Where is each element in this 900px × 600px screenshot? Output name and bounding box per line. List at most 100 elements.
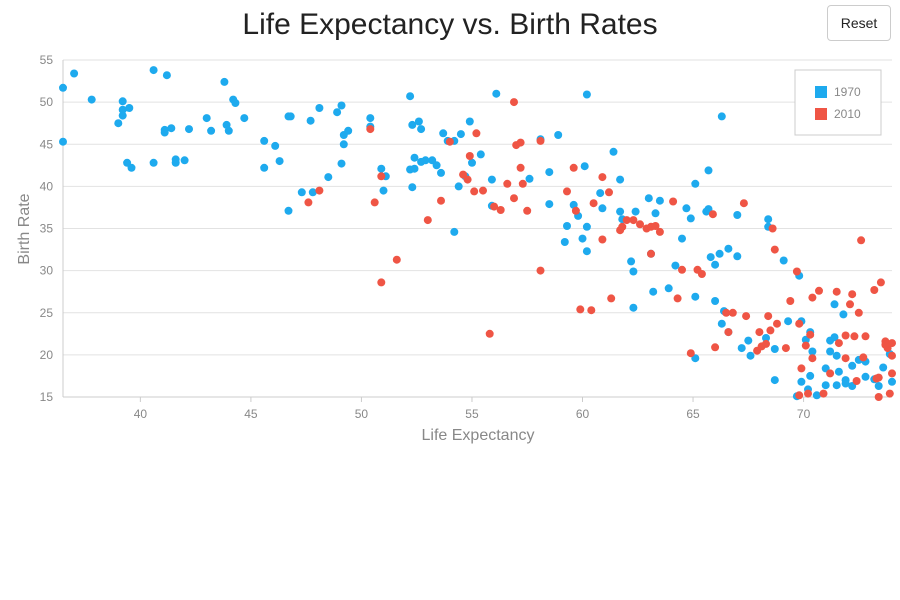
data-point-2010[interactable] [834, 339, 843, 348]
data-point-2010[interactable] [605, 188, 613, 197]
data-point-2010[interactable] [589, 199, 598, 208]
data-point-1970[interactable] [711, 297, 720, 305]
data-point-2010[interactable] [536, 136, 545, 145]
data-point-1970[interactable] [220, 77, 229, 86]
data-point-1970[interactable] [560, 238, 569, 246]
data-point-1970[interactable] [651, 209, 660, 218]
data-point-2010[interactable] [490, 202, 499, 211]
data-point-2010[interactable] [874, 393, 883, 401]
data-point-1970[interactable] [832, 381, 841, 390]
data-point-1970[interactable] [231, 99, 240, 107]
data-point-1970[interactable] [830, 333, 839, 342]
data-point-1970[interactable] [744, 336, 753, 345]
data-point-1970[interactable] [167, 124, 176, 133]
data-point-1970[interactable] [476, 150, 485, 159]
data-point-2010[interactable] [781, 344, 790, 353]
data-point-2010[interactable] [728, 308, 737, 317]
data-point-1970[interactable] [366, 114, 375, 123]
legend[interactable]: 1970 2010 [794, 69, 882, 136]
data-point-1970[interactable] [779, 256, 788, 265]
data-point-2010[interactable] [472, 129, 481, 138]
data-point-1970[interactable] [711, 260, 720, 269]
data-point-2010[interactable] [598, 173, 607, 182]
data-point-1970[interactable] [271, 141, 280, 150]
data-point-1970[interactable] [454, 182, 463, 191]
data-point-1970[interactable] [379, 186, 388, 195]
data-point-2010[interactable] [742, 312, 751, 321]
data-point-1970[interactable] [841, 379, 850, 388]
data-point-1970[interactable] [582, 247, 591, 256]
data-point-2010[interactable] [622, 216, 631, 225]
data-point-1970[interactable] [224, 126, 233, 135]
data-point-1970[interactable] [770, 345, 779, 353]
data-point-1970[interactable] [333, 108, 342, 117]
data-point-2010[interactable] [598, 235, 607, 244]
data-point-1970[interactable] [737, 344, 746, 353]
data-point-1970[interactable] [408, 183, 417, 192]
data-point-1970[interactable] [596, 189, 605, 198]
data-point-1970[interactable] [598, 204, 607, 213]
data-point-1970[interactable] [826, 347, 835, 356]
data-point-2010[interactable] [797, 364, 806, 373]
data-point-2010[interactable] [786, 297, 795, 305]
data-point-2010[interactable] [516, 163, 525, 172]
data-point-1970[interactable] [671, 261, 680, 270]
data-point-2010[interactable] [711, 343, 720, 352]
data-point-1970[interactable] [410, 153, 419, 162]
data-point-1970[interactable] [627, 257, 636, 266]
data-point-2010[interactable] [465, 152, 474, 160]
data-point-2010[interactable] [370, 198, 379, 207]
data-point-1970[interactable] [655, 196, 664, 205]
data-point-2010[interactable] [859, 353, 868, 362]
data-point-1970[interactable] [839, 310, 848, 319]
data-point-1970[interactable] [715, 249, 724, 258]
data-point-2010[interactable] [826, 369, 835, 378]
data-point-1970[interactable] [59, 137, 67, 146]
data-point-1970[interactable] [414, 117, 423, 126]
data-point-1970[interactable] [149, 158, 158, 167]
data-point-2010[interactable] [770, 245, 779, 254]
data-point-1970[interactable] [70, 69, 79, 78]
data-point-1970[interactable] [554, 131, 563, 139]
data-point-1970[interactable] [171, 158, 180, 167]
data-point-1970[interactable] [432, 161, 441, 170]
data-point-2010[interactable] [377, 172, 386, 181]
data-point-2010[interactable] [510, 98, 518, 107]
data-point-1970[interactable] [297, 188, 306, 197]
data-point-2010[interactable] [841, 354, 850, 363]
data-point-1970[interactable] [408, 120, 417, 129]
data-point-2010[interactable] [792, 267, 801, 276]
data-point-1970[interactable] [629, 267, 638, 276]
data-point-1970[interactable] [180, 156, 189, 165]
data-point-1970[interactable] [207, 126, 216, 135]
data-point-2010[interactable] [607, 294, 616, 303]
data-point-2010[interactable] [848, 290, 857, 299]
data-point-2010[interactable] [881, 340, 890, 349]
data-point-2010[interactable] [764, 312, 773, 321]
data-point-2010[interactable] [647, 249, 655, 258]
data-point-2010[interactable] [888, 369, 896, 378]
data-point-2010[interactable] [768, 224, 777, 233]
data-point-2010[interactable] [392, 255, 401, 264]
data-point-2010[interactable] [850, 332, 859, 341]
data-point-1970[interactable] [631, 207, 640, 216]
data-point-2010[interactable] [669, 197, 678, 206]
data-point-2010[interactable] [795, 391, 804, 400]
data-point-1970[interactable] [704, 166, 713, 175]
data-point-1970[interactable] [821, 381, 830, 390]
data-point-2010[interactable] [629, 216, 638, 225]
data-point-1970[interactable] [421, 156, 430, 165]
data-point-2010[interactable] [876, 278, 885, 287]
data-point-1970[interactable] [830, 300, 839, 309]
data-point-2010[interactable] [673, 294, 682, 303]
data-point-1970[interactable] [686, 214, 695, 223]
data-point-2010[interactable] [587, 306, 596, 315]
data-point-1970[interactable] [545, 168, 554, 177]
data-point-1970[interactable] [87, 95, 96, 104]
data-point-1970[interactable] [580, 162, 589, 171]
data-point-2010[interactable] [510, 194, 518, 203]
data-point-2010[interactable] [437, 196, 445, 205]
data-point-1970[interactable] [344, 126, 353, 135]
data-point-2010[interactable] [724, 328, 733, 337]
data-point-1970[interactable] [406, 92, 415, 101]
